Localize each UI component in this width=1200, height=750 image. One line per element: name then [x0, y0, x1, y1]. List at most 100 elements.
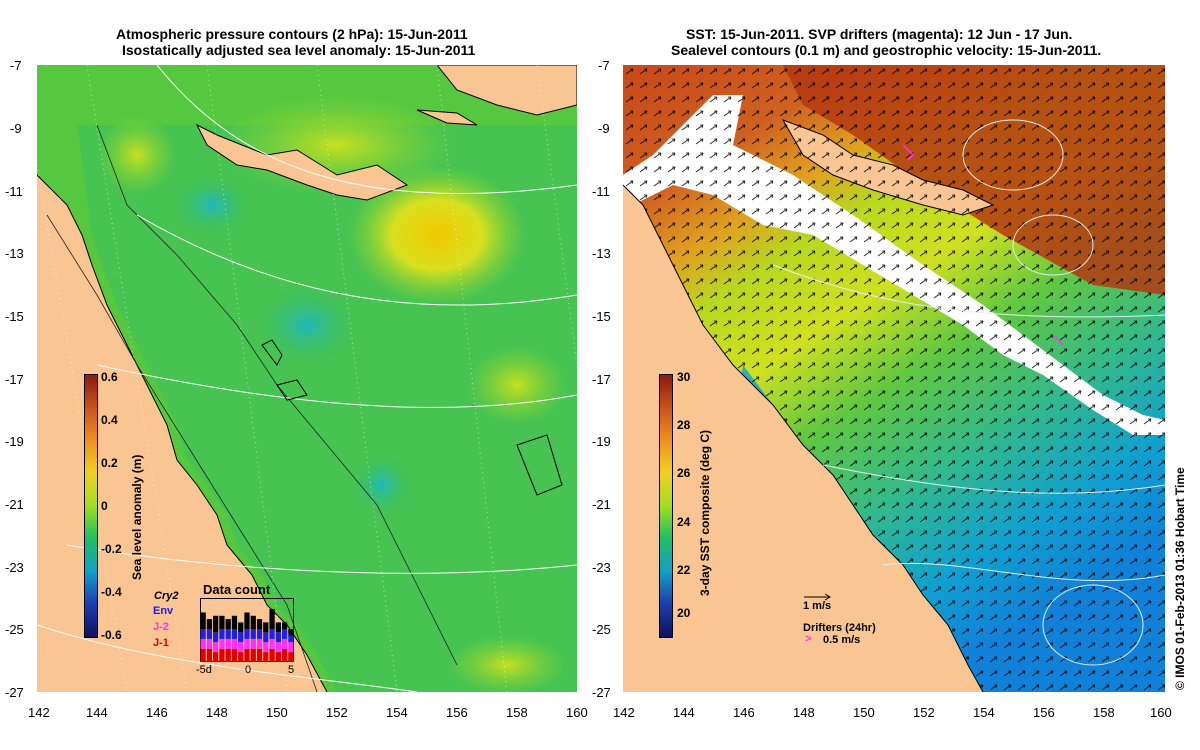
- data-count-title: Data count: [203, 582, 271, 597]
- data-count-bar-segment: [288, 642, 294, 653]
- left-x-tick: 148: [206, 705, 228, 720]
- data-count-bar-segment: [281, 638, 288, 649]
- sst-colorbar: [659, 374, 673, 638]
- data-count-bar-segment: [231, 648, 238, 662]
- data-count-bar-segment: [281, 648, 288, 662]
- data-count-bar-segment: [200, 648, 206, 662]
- left-y-tick: -17: [5, 372, 24, 387]
- sea-level-cb-tick: 0.2: [101, 456, 118, 470]
- left-x-tick: 158: [506, 705, 528, 720]
- left-x-tick: 150: [266, 705, 288, 720]
- sea-level-colorbar: [84, 374, 98, 638]
- data-count-bar-segment: [288, 635, 294, 643]
- data-count-bar-segment: [250, 648, 256, 662]
- sst-cb-tick: 22: [677, 563, 691, 577]
- data-count-bar-segment: [200, 629, 206, 639]
- right-y-tick: -11: [592, 184, 610, 199]
- sea-level-cb-tick: -0.2: [101, 542, 122, 556]
- right-x-tick: 160: [1150, 705, 1172, 720]
- data-count-bar-segment: [219, 615, 225, 629]
- data-count-bar-segment: [256, 629, 263, 639]
- sst-cb-tick: 24: [677, 515, 691, 529]
- velocity-scale-label: 1 m/s: [803, 600, 832, 612]
- data-count-bar-segment: [269, 609, 275, 629]
- data-count-bar-segment: [269, 648, 275, 662]
- left-y-tick: -19: [5, 434, 24, 449]
- legend-j2: J-2: [153, 621, 169, 633]
- sea-level-anomaly-map: [37, 65, 577, 692]
- left-x-tick: 152: [326, 705, 348, 720]
- data-count-bar-segment: [275, 622, 281, 633]
- left-x-tick: 146: [146, 705, 168, 720]
- data-count-bar-segment: [281, 622, 288, 629]
- data-count-bar-segment: [206, 638, 213, 649]
- left-y-tick: -9: [10, 121, 22, 136]
- velocity-scale-arrow: [804, 593, 831, 601]
- data-count-bar-segment: [256, 638, 263, 649]
- sea-level-cb-tick: 0.6: [101, 370, 118, 384]
- drifters-label: Drifters (24hr): [803, 622, 876, 634]
- credit-text: © IMOS 01-Feb-2013 01:36 Hobart Time: [1173, 467, 1187, 690]
- data-count-bar-segment: [250, 615, 256, 629]
- right-y-tick: -13: [592, 246, 611, 261]
- data-count-bar-segment: [219, 648, 225, 662]
- sst-cb-label: 3-day SST composite (deg C): [698, 429, 712, 596]
- data-count-bar-segment: [206, 648, 213, 662]
- data-count-bar-segment: [225, 648, 231, 662]
- right-x-tick: 154: [973, 705, 995, 720]
- right-x-tick: 156: [1033, 705, 1055, 720]
- right-x-tick: 152: [913, 705, 935, 720]
- left-y-tick: -11: [5, 184, 23, 199]
- right-y-tick: -17: [592, 372, 611, 387]
- left-title-line1: Atmospheric pressure contours (2 hPa): 1…: [116, 26, 468, 42]
- data-count-bar-segment: [231, 638, 238, 649]
- left-x-tick: 160: [566, 705, 588, 720]
- data-count-bar-segment: [200, 638, 206, 649]
- left-y-tick: -27: [5, 685, 24, 700]
- left-x-tick: 144: [86, 705, 108, 720]
- right-y-tick: -7: [598, 58, 610, 73]
- sst-map: [623, 65, 1165, 692]
- sea-level-cb-tick: -0.6: [101, 628, 122, 642]
- data-count-bar-segment: [244, 629, 250, 639]
- data-count-bar-segment: [263, 642, 269, 653]
- data-count-bar-segment: [225, 638, 231, 649]
- right-x-tick: 146: [733, 705, 755, 720]
- data-count-bar-segment: [269, 638, 275, 649]
- legend-env: Env: [153, 605, 174, 617]
- data-count-bar-segment: [244, 638, 250, 649]
- right-y-tick: -27: [592, 685, 611, 700]
- right-title-line1: SST: 15-Jun-2011. SVP drifters (magenta)…: [686, 26, 1073, 42]
- left-y-tick: -25: [5, 622, 24, 637]
- data-count-bar-segment: [213, 615, 219, 633]
- dc-x-tick: -5d: [196, 664, 212, 676]
- right-y-tick: -23: [592, 560, 611, 575]
- data-count-bar-segment: [281, 629, 288, 639]
- sst-cb-tick: 26: [677, 466, 691, 480]
- right-y-tick: -25: [592, 622, 611, 637]
- right-map: [623, 65, 1165, 692]
- data-count-bar-segment: [213, 642, 219, 653]
- sea-level-cb-label: Sea level anomaly (m): [130, 454, 144, 580]
- data-count-bar-segment: [225, 619, 231, 629]
- drifter-track: [1052, 334, 1064, 346]
- left-title-line2: Isostatically adjusted sea level anomaly…: [122, 42, 476, 58]
- right-y-tick: -9: [598, 121, 610, 136]
- data-count-bar-segment: [250, 638, 256, 649]
- data-count-bar-segment: [238, 622, 244, 633]
- legend-cry2: Cry2: [154, 590, 179, 602]
- data-count-bar-segment: [244, 648, 250, 662]
- data-count-bar-segment: [275, 652, 281, 662]
- data-count-bar-segment: [263, 632, 269, 643]
- right-title-line2: Sealevel contours (0.1 m) and geostrophi…: [671, 42, 1102, 58]
- coastline: [623, 184, 984, 692]
- right-y-tick: -15: [592, 309, 611, 324]
- right-y-tick: -21: [592, 497, 611, 512]
- left-x-tick: 142: [28, 705, 50, 720]
- data-count-bar-segment: [244, 612, 250, 629]
- right-x-tick: 142: [613, 705, 635, 720]
- data-count-bar-segment: [225, 629, 231, 639]
- left-y-tick: -13: [5, 246, 24, 261]
- right-x-tick: 158: [1093, 705, 1115, 720]
- left-x-tick: 156: [446, 705, 468, 720]
